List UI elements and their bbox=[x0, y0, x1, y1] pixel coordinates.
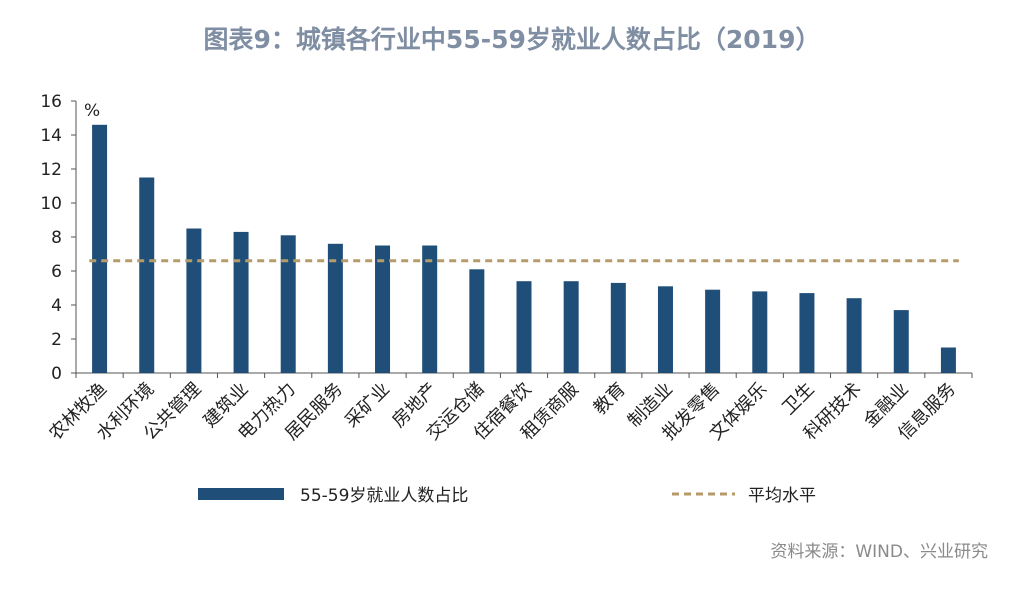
source-note: 资料来源：WIND、兴业研究 bbox=[770, 542, 988, 562]
bar-科研技术 bbox=[846, 298, 862, 373]
y-tick-label: 14 bbox=[40, 126, 62, 146]
x-categories: 农林牧渔水利环境公共管理建筑业电力热力居民服务采矿业房地产交运仓储住宿餐饮租赁商… bbox=[45, 379, 960, 445]
bar-住宿餐饮 bbox=[516, 281, 532, 373]
legend: 55-59岁就业人数占比 平均水平 bbox=[198, 486, 816, 506]
legend-bar-label: 55-59岁就业人数占比 bbox=[300, 486, 468, 506]
bar-教育 bbox=[610, 282, 626, 373]
y-tick-label: 6 bbox=[51, 262, 62, 282]
bar-制造业 bbox=[657, 286, 673, 373]
bar-房地产 bbox=[422, 245, 438, 373]
category-label: 教育 bbox=[590, 379, 630, 419]
bar-采矿业 bbox=[375, 245, 391, 373]
y-tick-label: 4 bbox=[51, 296, 62, 316]
bars bbox=[92, 124, 956, 373]
legend-line-label: 平均水平 bbox=[748, 486, 816, 506]
y-tick-label: 10 bbox=[40, 194, 62, 214]
bar-交运仓储 bbox=[469, 269, 485, 373]
bar-电力热力 bbox=[280, 235, 296, 373]
category-label: 卫生 bbox=[778, 379, 818, 419]
bar-租赁商服 bbox=[563, 281, 579, 373]
unit-label: % bbox=[84, 101, 100, 121]
bar-农林牧渔 bbox=[92, 124, 108, 373]
bar-建筑业 bbox=[233, 231, 249, 373]
category-label: 采矿业 bbox=[341, 379, 394, 432]
y-tick-label: 0 bbox=[51, 364, 62, 384]
y-ticks: 0 2 4 6 8 10 12 14 16 bbox=[40, 92, 76, 384]
bar-批发零售 bbox=[705, 289, 721, 373]
bar-水利环境 bbox=[139, 177, 155, 373]
y-tick-label: 12 bbox=[40, 160, 62, 180]
chart-title: 图表9：城镇各行业中55-59岁就业人数占比（2019） bbox=[203, 25, 821, 54]
y-tick-label: 16 bbox=[40, 92, 62, 112]
bar-公共管理 bbox=[186, 228, 202, 373]
bar-文体娱乐 bbox=[752, 291, 768, 373]
bar-金融业 bbox=[893, 310, 909, 373]
legend-bar-swatch bbox=[198, 488, 284, 500]
bar-信息服务 bbox=[940, 347, 956, 373]
bar-卫生 bbox=[799, 293, 815, 373]
y-tick-label: 2 bbox=[51, 330, 62, 350]
y-tick-label: 8 bbox=[51, 228, 62, 248]
bar-居民服务 bbox=[327, 243, 343, 373]
